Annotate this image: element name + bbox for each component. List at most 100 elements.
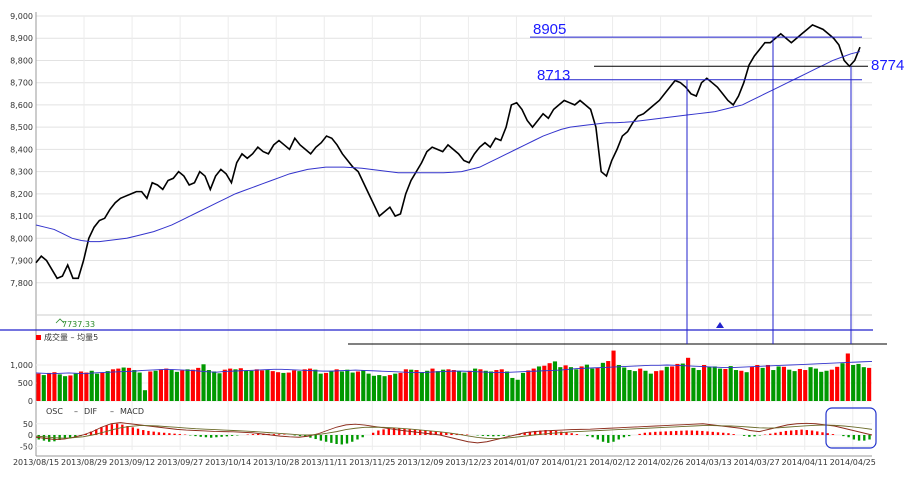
macd-osc-bar [429, 430, 432, 435]
volume-bar [286, 372, 291, 401]
volume-bar [63, 376, 68, 401]
volume-bar [339, 371, 345, 401]
volume-bar [270, 371, 275, 401]
volume-bar [47, 372, 52, 401]
volume-bar [749, 366, 755, 401]
volume-bar [260, 370, 265, 401]
macd-osc-bar [142, 430, 145, 435]
macd-osc-bar [732, 434, 735, 435]
macd-osc-bar [377, 430, 380, 435]
volume-bar [446, 369, 451, 401]
macd-osc-bars [37, 423, 871, 445]
volume-bar [217, 373, 222, 401]
macd-osc-bar [257, 433, 260, 435]
volume-bar [297, 371, 302, 401]
macd-osc-bar [669, 431, 673, 435]
volume-bar [504, 371, 510, 401]
volume-bar [536, 366, 542, 401]
macd-osc-bar [450, 433, 453, 435]
volume-bar [121, 367, 126, 401]
macd-osc-bar [842, 435, 845, 437]
volume-bar [648, 373, 653, 401]
macd-osc-bar [309, 435, 312, 438]
macd-osc-bar [518, 433, 521, 435]
volume-bar [212, 371, 217, 401]
volume-bar [313, 369, 318, 401]
volume-bar [483, 370, 488, 401]
x-tick-label: 2014/01/07 [493, 458, 539, 467]
macd-osc-bar [204, 435, 208, 438]
macd-osc-bar [539, 430, 542, 435]
volume-bar [350, 372, 355, 401]
price-tick-label: 7,800 [10, 279, 33, 288]
macd-osc-bar [89, 431, 93, 435]
macd-osc-bar [528, 431, 532, 435]
volume-bar [409, 369, 414, 401]
volume-bar [526, 370, 531, 401]
price-tick-label: 8,300 [10, 168, 33, 177]
macd-osc-bar [774, 432, 777, 435]
x-tick-label: 2014/04/25 [830, 458, 876, 467]
volume-bar [733, 370, 739, 401]
volume-bar [739, 370, 744, 401]
volume-bar [797, 368, 802, 401]
x-tick-label: 2013/12/09 [397, 458, 443, 467]
macd-osc-bar [627, 435, 631, 437]
volume-bar [206, 370, 211, 401]
macd-osc-bar [753, 435, 756, 437]
volume-bar [867, 367, 872, 401]
volume-bar [393, 373, 398, 401]
macd-osc-bar [857, 435, 861, 441]
macd-osc-bar [638, 433, 641, 435]
volume-bar [41, 375, 46, 401]
volume-bar [462, 372, 467, 401]
price-tick-label: 8,800 [10, 56, 33, 65]
macd-osc-bar [147, 430, 150, 435]
volume-bar [760, 367, 765, 401]
volume-bar [723, 368, 728, 401]
x-tick-label: 2013/10/28 [253, 458, 299, 467]
volume-bar [196, 367, 201, 401]
macd-osc-bar [769, 433, 772, 435]
macd-osc-bar [115, 423, 119, 435]
volume-bar [164, 368, 169, 401]
macd-osc-bar [398, 428, 401, 435]
volume-bar [616, 365, 621, 401]
volume-bar [414, 370, 419, 401]
macd-osc-bar [617, 435, 620, 440]
volume-bar [632, 371, 637, 401]
price-tick-label: 8,600 [10, 101, 33, 110]
volume-bar [552, 361, 558, 401]
volume-bar [153, 370, 158, 401]
macd-osc-bar [215, 435, 218, 438]
volume-bar [57, 374, 62, 401]
volume-bar [558, 367, 563, 401]
volume-bar [355, 371, 361, 401]
volume-bar [520, 372, 526, 401]
macd-osc-bar [424, 430, 427, 435]
volume-bar [590, 368, 595, 401]
macd-osc-bar [324, 435, 328, 442]
volume-bar [403, 369, 408, 401]
macd-osc-bar [711, 431, 714, 435]
volume-bar [664, 366, 669, 401]
macd-osc-bar [136, 428, 140, 435]
macd-osc-bar [575, 434, 579, 435]
macd-osc-bar [601, 435, 605, 442]
volume-bar [829, 369, 834, 401]
x-tick-label: 2014/03/13 [686, 458, 732, 467]
volume-bar [100, 372, 105, 401]
volume-bar [382, 376, 387, 401]
macd-osc-bar [586, 435, 589, 437]
macd-osc-bar [345, 435, 349, 444]
volume-bar [744, 372, 749, 401]
macd-osc-bar [533, 430, 537, 435]
macd-osc-bar [209, 435, 213, 438]
macd-osc-bar [560, 431, 563, 435]
volume-bar [579, 366, 584, 401]
volume-bar [712, 366, 717, 401]
macd-osc-bar [742, 435, 746, 436]
volume-bar [531, 368, 536, 401]
macd-osc-bar [706, 431, 709, 435]
